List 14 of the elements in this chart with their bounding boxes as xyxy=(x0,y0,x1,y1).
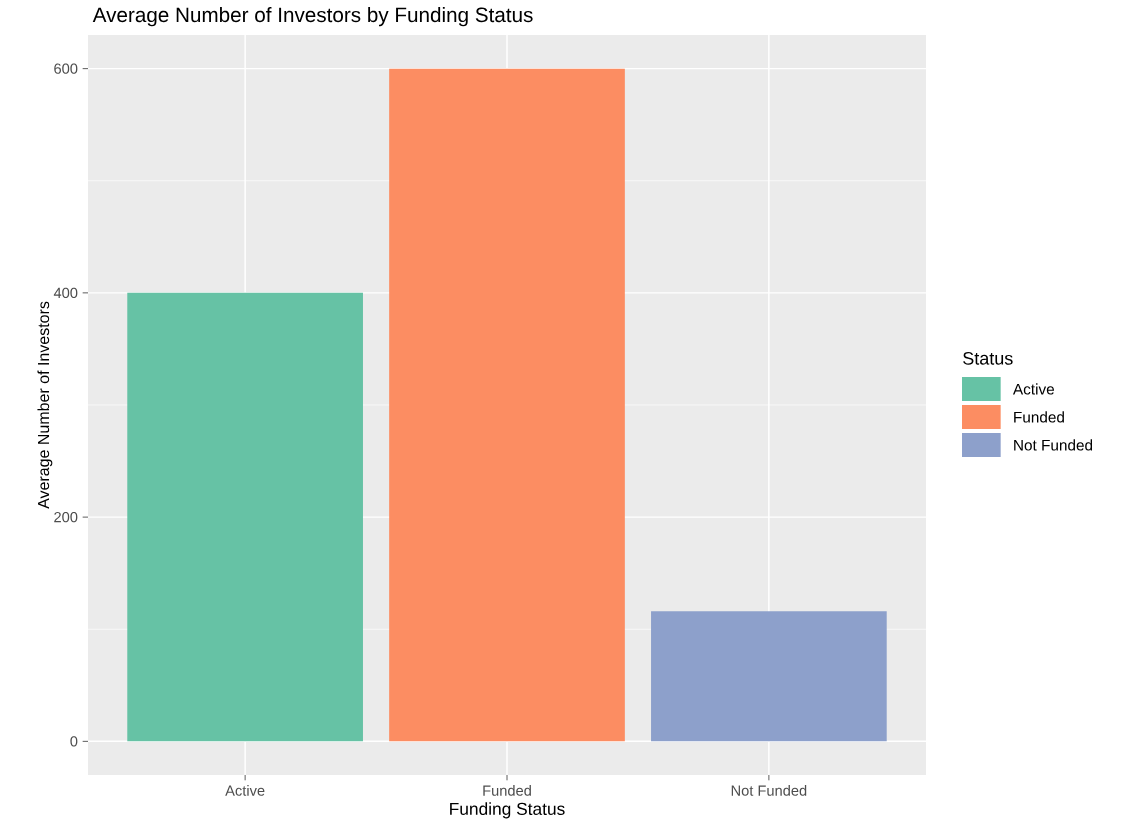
y-tick-label: 0 xyxy=(70,736,78,747)
legend-label: Active xyxy=(1012,383,1054,395)
x-tick-label: Funded xyxy=(483,785,531,796)
y-axis-title: Average Number of Investors xyxy=(37,301,53,509)
legend-label: Not Funded xyxy=(1014,439,1093,451)
y-tick-label: 400 xyxy=(53,287,78,299)
x-tick-label: Not Funded xyxy=(731,785,807,796)
chart-title: Average Number of Investors by Funding Status xyxy=(92,7,533,27)
x-tick-label: Active xyxy=(225,785,265,796)
y-tick-label: 200 xyxy=(54,511,78,523)
x-axis-title: Funding Status xyxy=(450,802,565,819)
y-tick-label: 600 xyxy=(54,63,78,74)
legend-title: Status xyxy=(963,351,1013,365)
legend-label: Funded xyxy=(1014,411,1064,423)
